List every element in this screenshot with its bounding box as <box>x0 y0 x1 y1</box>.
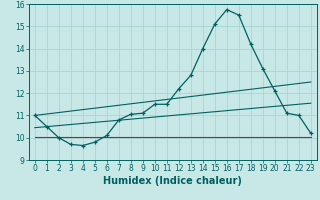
X-axis label: Humidex (Indice chaleur): Humidex (Indice chaleur) <box>103 176 242 186</box>
